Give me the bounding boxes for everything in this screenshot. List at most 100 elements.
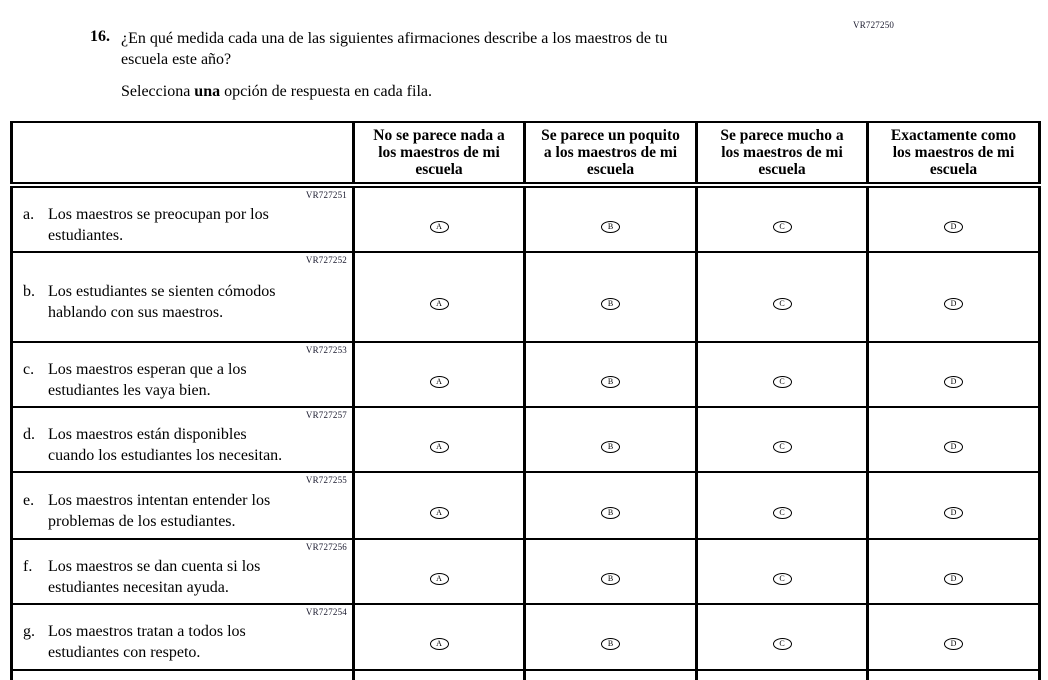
answer-bubble-c[interactable]: C xyxy=(772,440,792,453)
option-cell: A xyxy=(352,251,526,343)
answer-bubble-d[interactable]: D xyxy=(944,572,963,585)
row-label: e. xyxy=(23,491,35,509)
answer-bubble-c[interactable]: C xyxy=(772,506,792,519)
answer-bubble-a[interactable]: A xyxy=(429,298,449,310)
answer-bubble-b[interactable]: B xyxy=(601,572,620,585)
answer-bubble-d[interactable]: D xyxy=(944,638,963,650)
row-statement: Los maestros tratan a todos los estudian… xyxy=(48,623,246,661)
option-cell: B xyxy=(523,603,698,671)
statement-cell: VR727253 c. Los maestros esperan que a lo… xyxy=(10,341,355,408)
question-body: ¿En qué medida cada una de las siguiente… xyxy=(121,28,667,102)
answer-bubble-a[interactable]: A xyxy=(429,375,449,388)
column-header-2: Se parece un poquito a los maestros de m… xyxy=(523,121,698,188)
option-cell: C xyxy=(695,471,869,540)
option-cell: C xyxy=(695,251,869,343)
row-label: d. xyxy=(23,425,35,443)
option-cell: D xyxy=(866,184,1041,253)
row-statement: Los maestros intentan entender los probl… xyxy=(48,491,271,530)
column-header-4: Exactamente como los maestros de mi escu… xyxy=(866,121,1041,188)
answer-bubble-a[interactable]: A xyxy=(429,506,449,519)
option-cell: C xyxy=(695,538,869,605)
answer-bubble-b[interactable]: B xyxy=(601,506,620,519)
answer-bubble-c[interactable]: C xyxy=(772,220,792,233)
instruction-post: opción de respuesta en cada fila. xyxy=(220,83,432,100)
instruction-text: Selecciona una opción de respuesta en ca… xyxy=(121,81,667,102)
header-empty-cell xyxy=(10,121,355,188)
answer-bubble-d[interactable]: D xyxy=(944,440,963,453)
table-row-cutoff xyxy=(10,669,1041,680)
answer-bubble-a[interactable]: A xyxy=(429,638,449,650)
answer-bubble-b[interactable]: B xyxy=(601,298,620,310)
instruction-pre: Selecciona xyxy=(121,83,195,100)
table-row-a: VR727251 a. Los maestros se preocupan por… xyxy=(10,184,1041,253)
option-cell: B xyxy=(523,341,698,408)
row-code: VR727256 xyxy=(305,542,347,552)
statement-cell: VR727251 a. Los maestros se preocupan por… xyxy=(10,184,355,253)
table-row-g: VR727254 g. Los maestros tratan a todos l… xyxy=(10,603,1041,671)
answer-bubble-c[interactable]: C xyxy=(772,638,792,650)
answer-bubble-c[interactable]: C xyxy=(772,298,792,310)
question-text: ¿En qué medida cada una de las siguiente… xyxy=(121,30,668,68)
statement-cell: VR727255 e. Los maestros intentan entende… xyxy=(10,471,355,540)
option-cell: D xyxy=(866,406,1041,473)
answer-bubble-a[interactable]: A xyxy=(429,440,449,453)
answer-bubble-c[interactable]: C xyxy=(772,375,792,388)
row-code: VR727257 xyxy=(305,410,347,420)
option-cell: C xyxy=(695,341,869,408)
row-statement: Los maestros están disponibles cuando lo… xyxy=(48,425,283,464)
option-cell: B xyxy=(523,406,698,473)
column-header-1: No se parece nada a los maestros de mi e… xyxy=(352,121,526,188)
row-code: VR727254 xyxy=(305,607,347,617)
answer-bubble-a[interactable]: A xyxy=(429,572,449,585)
option-cell: D xyxy=(866,603,1041,671)
response-table: No se parece nada a los maestros de mi e… xyxy=(10,121,1041,680)
statement-cell: VR727254 g. Los maestros tratan a todos l… xyxy=(10,603,355,671)
row-statement: Los maestros se dan cuenta si los estudi… xyxy=(48,557,261,596)
answer-bubble-d[interactable]: D xyxy=(944,375,963,388)
option-cell: C xyxy=(695,184,869,253)
statement-cell: VR727252 b. Los estudiantes se sienten có… xyxy=(10,251,355,343)
row-code: VR727253 xyxy=(305,345,347,355)
answer-bubble-b[interactable]: B xyxy=(601,375,620,388)
row-label: c. xyxy=(23,360,35,378)
instruction-bold: una xyxy=(194,83,221,100)
row-code: VR727252 xyxy=(305,255,347,265)
question-block: 16. ¿En qué medida cada una de las sigui… xyxy=(90,28,830,102)
option-cell: D xyxy=(866,538,1041,605)
option-cell: B xyxy=(523,251,698,343)
option-cell: A xyxy=(352,406,526,473)
answer-bubble-d[interactable]: D xyxy=(944,220,963,233)
answer-bubble-d[interactable]: D xyxy=(944,298,963,310)
option-cell: A xyxy=(352,341,526,408)
table-row-f: VR727256 f. Los maestros se dan cuenta si… xyxy=(10,538,1041,605)
table-row-e: VR727255 e. Los maestros intentan entende… xyxy=(10,471,1041,540)
option-cell: C xyxy=(695,406,869,473)
row-label: a. xyxy=(23,205,35,223)
option-cell: A xyxy=(352,538,526,605)
option-cell: B xyxy=(523,538,698,605)
statement-cell: VR727257 d. Los maestros están disponible… xyxy=(10,406,355,473)
option-cell: D xyxy=(866,471,1041,540)
row-code: VR727251 xyxy=(305,190,347,200)
answer-bubble-b[interactable]: B xyxy=(601,220,620,233)
row-label: f. xyxy=(23,557,33,575)
answer-bubble-a[interactable]: A xyxy=(429,220,449,233)
form-code: VR727250 xyxy=(853,20,895,30)
row-statement: Los maestros esperan que a los estudiant… xyxy=(48,360,247,399)
answer-bubble-c[interactable]: C xyxy=(772,572,792,585)
option-cell: B xyxy=(523,184,698,253)
table-row-c: VR727253 c. Los maestros esperan que a lo… xyxy=(10,341,1041,408)
option-cell: A xyxy=(352,184,526,253)
row-statement: Los estudiantes se sienten cómodos habla… xyxy=(48,283,276,321)
question-number: 16. xyxy=(90,28,110,45)
option-cell: D xyxy=(866,341,1041,408)
option-cell: B xyxy=(523,471,698,540)
answer-bubble-b[interactable]: B xyxy=(601,638,620,650)
option-cell: C xyxy=(695,603,869,671)
table-row-b: VR727252 b. Los estudiantes se sienten có… xyxy=(10,251,1041,343)
answer-bubble-d[interactable]: D xyxy=(944,506,963,519)
answer-bubble-b[interactable]: B xyxy=(601,440,620,453)
option-cell: A xyxy=(352,603,526,671)
option-cell: A xyxy=(352,471,526,540)
